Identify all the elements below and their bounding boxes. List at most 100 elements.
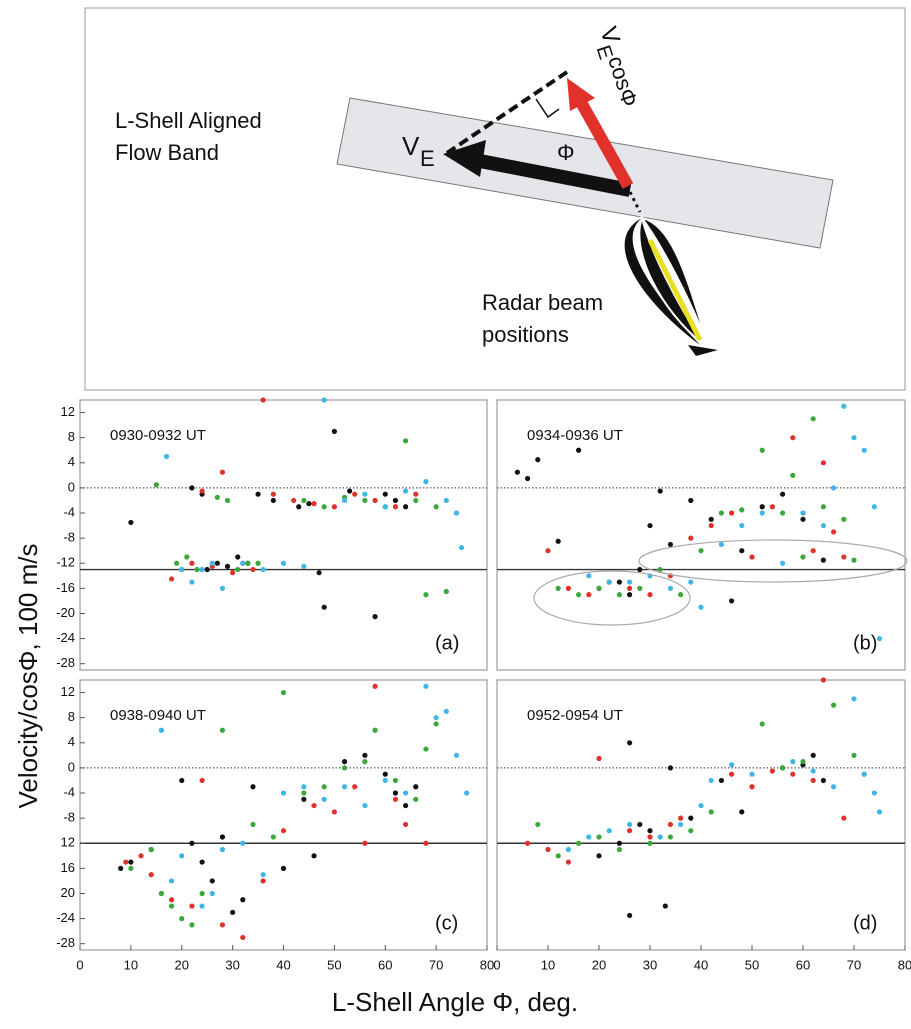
data-point [423, 592, 429, 598]
data-point [230, 570, 236, 576]
data-point [688, 828, 694, 834]
data-point [565, 859, 572, 865]
y-axis-label: Velocity/cosΦ, 100 m/s [13, 544, 43, 809]
data-point [729, 762, 735, 768]
data-point [831, 702, 837, 708]
data-point [153, 482, 159, 488]
data-point [158, 727, 164, 733]
data-point [545, 846, 551, 853]
data-point [433, 504, 439, 510]
data-point [362, 759, 368, 765]
x-tick-label: 50 [745, 957, 759, 972]
data-point [128, 519, 134, 526]
data-point [352, 784, 358, 790]
data-point [189, 560, 195, 566]
data-point [433, 715, 439, 721]
y-tick-label: -4 [63, 784, 75, 799]
radar-beam [624, 218, 700, 345]
data-point [311, 501, 317, 507]
data-point [240, 897, 246, 903]
data-point [739, 548, 745, 554]
x-tick-label: 20 [592, 957, 606, 972]
data-point [128, 865, 134, 871]
data-point [219, 727, 226, 733]
data-point [831, 529, 837, 535]
y-tick-label: 12 [61, 835, 75, 850]
x-tick-label: 60 [796, 957, 810, 972]
data-point [831, 485, 837, 491]
data-point [708, 522, 714, 529]
data-point [301, 790, 307, 796]
right-angle-marker [535, 98, 560, 119]
data-point [260, 397, 266, 403]
x-tick-label: 30 [225, 957, 239, 972]
y-tick-label: 8 [68, 429, 75, 444]
data-point [820, 522, 827, 529]
x-tick-label: 10 [541, 957, 555, 972]
band-label: Flow Band [115, 140, 219, 165]
data-point [168, 576, 175, 582]
data-point [662, 903, 668, 909]
ve-label: V [402, 131, 420, 161]
data-point [576, 592, 582, 598]
data-point [667, 834, 674, 840]
data-point [158, 890, 164, 897]
data-point [596, 585, 602, 591]
radar-beam [639, 216, 709, 346]
data-point [759, 504, 765, 510]
data-point [759, 447, 765, 453]
data-point [514, 469, 521, 475]
data-point [240, 934, 246, 941]
data-point [331, 809, 337, 815]
data-point [555, 853, 561, 859]
data-point [525, 840, 531, 846]
data-point [667, 541, 674, 548]
highlight-ellipse [533, 570, 691, 626]
data-point [790, 435, 796, 441]
data-point [800, 554, 806, 560]
data-point [810, 548, 816, 554]
data-point [189, 903, 195, 909]
data-point [688, 535, 694, 541]
data-point [708, 777, 714, 784]
data-point [219, 469, 226, 475]
data-point [841, 554, 847, 560]
data-point [555, 585, 561, 591]
data-point [382, 504, 388, 510]
y-tick-label: -8 [63, 810, 75, 825]
data-point [184, 554, 190, 560]
data-point [637, 585, 643, 591]
panel-title: 0952-0954 UT [527, 707, 623, 724]
data-point [647, 592, 653, 598]
panel-frame [79, 399, 488, 671]
data-point [831, 784, 837, 790]
panel-frame [496, 399, 906, 671]
data-point [168, 878, 175, 884]
data-point [616, 579, 623, 585]
data-point [403, 790, 409, 796]
data-point [403, 488, 409, 494]
data-point [179, 777, 185, 784]
data-point [123, 859, 129, 865]
data-point [790, 759, 796, 765]
data-point [296, 504, 302, 510]
data-point [749, 784, 755, 790]
data-point [311, 853, 317, 859]
data-point [214, 560, 220, 566]
data-point [235, 554, 241, 560]
data-point [861, 447, 867, 453]
data-point [851, 435, 857, 441]
data-point [565, 846, 572, 853]
y-tick-label: -28 [56, 655, 75, 670]
data-point [851, 557, 857, 563]
panel-title: 0930-0932 UT [110, 427, 206, 444]
data-point [240, 560, 246, 566]
data-point [331, 504, 337, 510]
data-point [260, 872, 266, 878]
data-point [667, 585, 674, 591]
data-point [423, 479, 429, 485]
data-point [596, 853, 602, 859]
y-tick-label: 0 [68, 759, 75, 774]
data-point [280, 828, 287, 834]
data-point [362, 802, 368, 809]
